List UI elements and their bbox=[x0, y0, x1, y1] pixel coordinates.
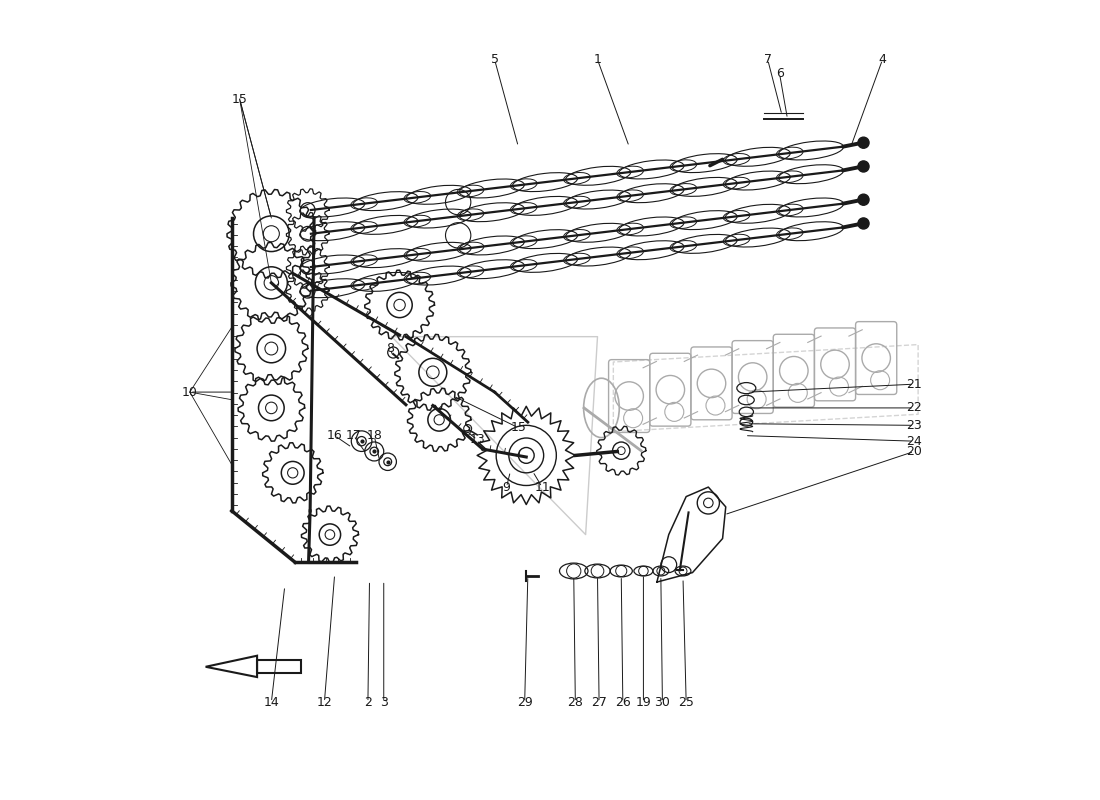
Circle shape bbox=[858, 161, 869, 172]
Text: 26: 26 bbox=[615, 696, 630, 709]
Text: 20: 20 bbox=[906, 445, 922, 458]
Text: 2: 2 bbox=[364, 696, 372, 709]
Circle shape bbox=[858, 194, 869, 206]
Text: 17: 17 bbox=[345, 429, 362, 442]
Text: 10: 10 bbox=[182, 386, 198, 398]
Text: 4: 4 bbox=[879, 53, 887, 66]
Text: 27: 27 bbox=[591, 696, 607, 709]
Text: 16: 16 bbox=[327, 429, 342, 442]
Text: 13: 13 bbox=[470, 433, 485, 446]
Text: 25: 25 bbox=[679, 696, 694, 709]
Text: 15: 15 bbox=[510, 422, 526, 434]
Text: 8: 8 bbox=[386, 342, 394, 355]
Text: 19: 19 bbox=[636, 696, 651, 709]
Text: 5: 5 bbox=[491, 53, 498, 66]
Text: 14: 14 bbox=[264, 696, 279, 709]
Text: 1: 1 bbox=[594, 53, 602, 66]
Text: 30: 30 bbox=[654, 696, 670, 709]
Text: 24: 24 bbox=[906, 434, 922, 448]
Text: 28: 28 bbox=[568, 696, 583, 709]
Text: 7: 7 bbox=[763, 53, 772, 66]
Text: 29: 29 bbox=[517, 696, 532, 709]
Text: 9: 9 bbox=[503, 481, 510, 494]
Circle shape bbox=[858, 137, 869, 148]
Text: 21: 21 bbox=[906, 378, 922, 390]
Text: 18: 18 bbox=[366, 429, 382, 442]
Text: 22: 22 bbox=[906, 402, 922, 414]
Circle shape bbox=[858, 218, 869, 229]
Text: 12: 12 bbox=[317, 696, 332, 709]
Text: 6: 6 bbox=[776, 67, 783, 80]
Text: 3: 3 bbox=[379, 696, 387, 709]
Text: 11: 11 bbox=[535, 481, 550, 494]
Text: 23: 23 bbox=[906, 419, 922, 432]
Text: 15: 15 bbox=[232, 93, 248, 106]
